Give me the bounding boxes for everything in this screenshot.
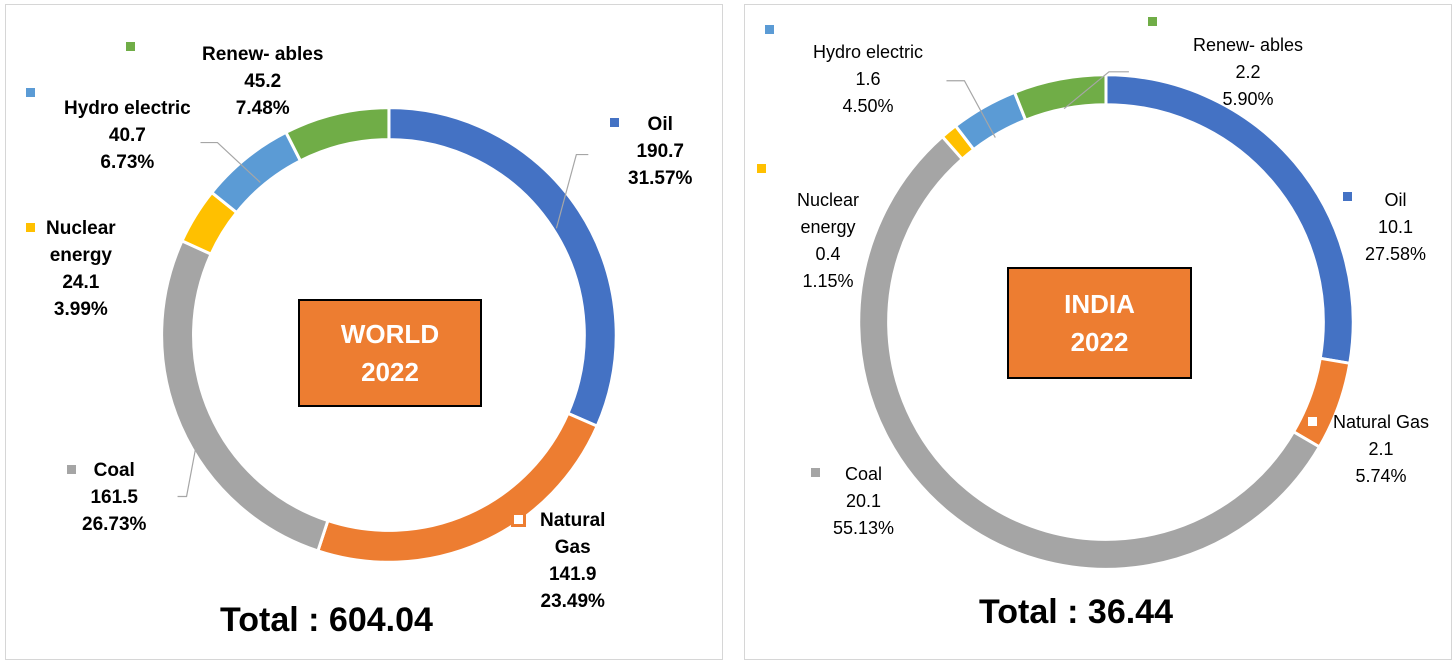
label-name-2: energy <box>800 217 856 237</box>
label-percent: 26.73% <box>82 514 147 535</box>
label-value: 2.1 <box>1368 439 1394 459</box>
world-label-nuclear: Nuclear energy 24.1 3.99% <box>46 215 116 323</box>
leader-line <box>177 443 198 498</box>
india-total: Total : 36.44 <box>979 593 1173 631</box>
world-label-hydro: Hydro electric 40.7 6.73% <box>64 95 191 176</box>
leader-line <box>946 80 996 138</box>
slice-renew-ables <box>283 106 391 163</box>
coal-marker <box>67 465 76 474</box>
oil-marker <box>1343 192 1352 201</box>
world-center-title: WORLD 2022 <box>298 299 482 407</box>
label-percent: 5.74% <box>1355 466 1407 486</box>
label-percent: 1.15% <box>802 271 854 291</box>
label-name: Renew- ables <box>1193 35 1304 55</box>
label-name: Nuclear <box>797 190 860 210</box>
label-value: 40.7 <box>108 125 146 146</box>
renewables-marker <box>1148 17 1157 26</box>
label-value: 24.1 <box>62 272 100 293</box>
label-name: Hydro electric <box>64 98 191 119</box>
world-label-coal: Coal 161.5 26.73% <box>82 457 146 538</box>
natural-gas-marker <box>1305 414 1320 429</box>
hydro-marker <box>765 25 774 34</box>
world-donut-chart <box>160 106 618 564</box>
world-title-line-1: WORLD <box>340 319 440 349</box>
label-percent: 7.48% <box>235 98 290 119</box>
label-percent: 27.58% <box>1365 244 1427 264</box>
label-value: 10.1 <box>1378 217 1414 237</box>
india-center-title: INDIA 2022 <box>1007 267 1192 379</box>
india-label-natural-gas: Natural Gas 2.1 5.74% <box>1333 409 1429 490</box>
label-name: Coal <box>845 464 883 484</box>
nuclear-marker <box>757 164 766 173</box>
label-percent: 6.73% <box>100 152 155 173</box>
world-label-oil: Oil 190.7 31.57% <box>628 111 692 192</box>
label-name-2: energy <box>49 245 112 266</box>
label-name: Natural Gas <box>1333 412 1430 432</box>
label-name-2: Gas <box>554 537 591 558</box>
world-title-line-2: 2022 <box>361 357 419 387</box>
label-value: 1.6 <box>855 69 881 89</box>
label-percent: 3.99% <box>53 299 108 320</box>
nuclear-marker <box>26 223 35 232</box>
leader-line <box>1063 71 1129 110</box>
label-name: Nuclear <box>46 218 116 239</box>
renewables-marker <box>126 42 135 51</box>
label-name: Oil <box>1384 190 1407 210</box>
leader-line <box>555 153 589 229</box>
leader-line <box>200 141 261 183</box>
label-name: Natural <box>540 510 606 531</box>
label-value: 0.4 <box>815 244 841 264</box>
label-name: Coal <box>93 460 135 481</box>
india-title-line-1: INDIA <box>1064 289 1135 319</box>
label-name: Renew- ables <box>202 44 324 65</box>
label-percent: 5.90% <box>1222 89 1274 109</box>
label-name: Oil <box>647 114 673 135</box>
world-total: Total : 604.04 <box>220 601 433 639</box>
hydro-marker <box>26 88 35 97</box>
india-chart-panel: INDIA 2022 Oil 10.1 27.58% Natural Gas 2… <box>744 4 1452 660</box>
india-label-renewables: Renew- ables 2.2 5.90% <box>1193 32 1303 113</box>
label-percent: 4.50% <box>842 96 894 116</box>
world-label-renewables: Renew- ables 45.2 7.48% <box>202 41 323 122</box>
label-value: 45.2 <box>244 71 282 92</box>
label-value: 161.5 <box>90 487 138 508</box>
slice-renew-ables <box>1012 73 1108 123</box>
label-percent: 31.57% <box>628 168 693 189</box>
natural-gas-marker <box>511 512 526 527</box>
world-chart-panel: WORLD 2022 Oil 190.7 31.57% Natural Gas … <box>5 4 723 660</box>
slice-hydro-electric <box>953 90 1028 152</box>
india-label-hydro: Hydro electric 1.6 4.50% <box>813 39 923 120</box>
india-label-nuclear: Nuclear energy 0.4 1.15% <box>797 187 859 295</box>
india-label-coal: Coal 20.1 55.13% <box>833 461 894 542</box>
label-value: 141.9 <box>548 564 597 585</box>
label-value: 20.1 <box>846 491 882 511</box>
coal-marker <box>811 468 820 477</box>
world-label-natural-gas: Natural Gas 141.9 23.49% <box>540 507 605 615</box>
label-value: 2.2 <box>1235 62 1261 82</box>
oil-marker <box>610 118 619 127</box>
label-percent: 23.49% <box>540 591 605 612</box>
label-percent: 55.13% <box>833 518 895 538</box>
label-value: 190.7 <box>636 141 684 162</box>
india-label-oil: Oil 10.1 27.58% <box>1365 187 1426 268</box>
slice-hydro-electric <box>209 130 303 215</box>
india-title-line-2: 2022 <box>1070 327 1129 357</box>
label-name: Hydro electric <box>813 42 924 62</box>
